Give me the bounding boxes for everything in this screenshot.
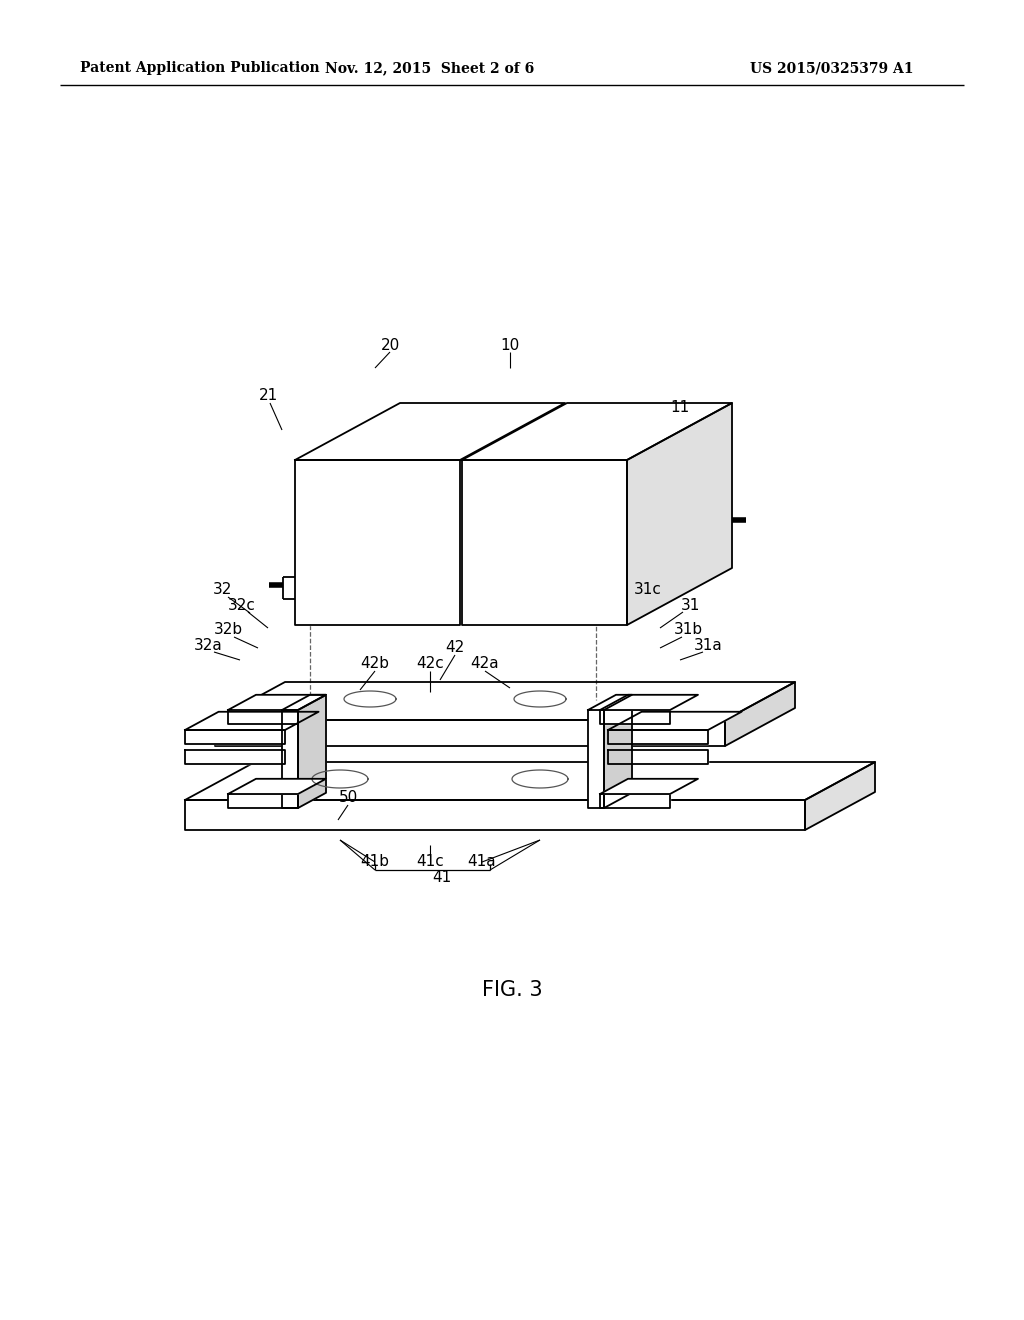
Polygon shape xyxy=(185,762,874,800)
Text: FIG. 3: FIG. 3 xyxy=(481,979,543,1001)
Text: 32b: 32b xyxy=(213,623,243,638)
Text: 20: 20 xyxy=(380,338,399,352)
Text: 31a: 31a xyxy=(693,638,722,652)
Polygon shape xyxy=(604,694,632,808)
Text: US 2015/0325379 A1: US 2015/0325379 A1 xyxy=(750,61,913,75)
Polygon shape xyxy=(588,710,604,808)
Polygon shape xyxy=(228,710,298,723)
Text: 42: 42 xyxy=(445,640,465,656)
Polygon shape xyxy=(228,795,298,808)
Polygon shape xyxy=(588,694,632,710)
Polygon shape xyxy=(185,711,318,730)
Polygon shape xyxy=(298,694,326,808)
Text: 50: 50 xyxy=(338,791,357,805)
Text: 41a: 41a xyxy=(468,854,497,870)
Text: 31: 31 xyxy=(680,598,699,612)
Text: 21: 21 xyxy=(258,388,278,403)
Text: 31b: 31b xyxy=(674,623,702,638)
Polygon shape xyxy=(805,762,874,830)
Text: 41: 41 xyxy=(432,870,452,886)
Text: 32: 32 xyxy=(212,582,231,598)
Polygon shape xyxy=(600,710,670,723)
Text: 42a: 42a xyxy=(471,656,500,672)
Polygon shape xyxy=(725,682,795,746)
Polygon shape xyxy=(215,682,795,719)
Polygon shape xyxy=(462,459,627,624)
Polygon shape xyxy=(608,750,708,764)
Text: 42c: 42c xyxy=(416,656,443,672)
Polygon shape xyxy=(600,779,698,795)
Polygon shape xyxy=(627,403,732,624)
Polygon shape xyxy=(185,750,285,764)
Polygon shape xyxy=(608,711,741,730)
Polygon shape xyxy=(185,800,805,830)
Text: 31c: 31c xyxy=(634,582,662,598)
Text: 41c: 41c xyxy=(416,854,443,870)
Polygon shape xyxy=(228,694,326,710)
Polygon shape xyxy=(295,459,460,624)
Text: 11: 11 xyxy=(671,400,689,416)
Text: 10: 10 xyxy=(501,338,519,352)
Polygon shape xyxy=(295,403,565,459)
Polygon shape xyxy=(600,694,698,710)
Text: Nov. 12, 2015  Sheet 2 of 6: Nov. 12, 2015 Sheet 2 of 6 xyxy=(326,61,535,75)
Text: 41b: 41b xyxy=(360,854,389,870)
Text: Patent Application Publication: Patent Application Publication xyxy=(80,61,319,75)
Polygon shape xyxy=(282,710,298,808)
Text: 32a: 32a xyxy=(194,638,222,652)
Polygon shape xyxy=(215,719,725,746)
Text: 32c: 32c xyxy=(228,598,256,612)
Polygon shape xyxy=(282,694,326,710)
Text: 42b: 42b xyxy=(360,656,389,672)
Polygon shape xyxy=(600,795,670,808)
Polygon shape xyxy=(185,730,285,744)
Polygon shape xyxy=(462,403,732,459)
Polygon shape xyxy=(228,779,326,795)
Polygon shape xyxy=(608,730,708,744)
